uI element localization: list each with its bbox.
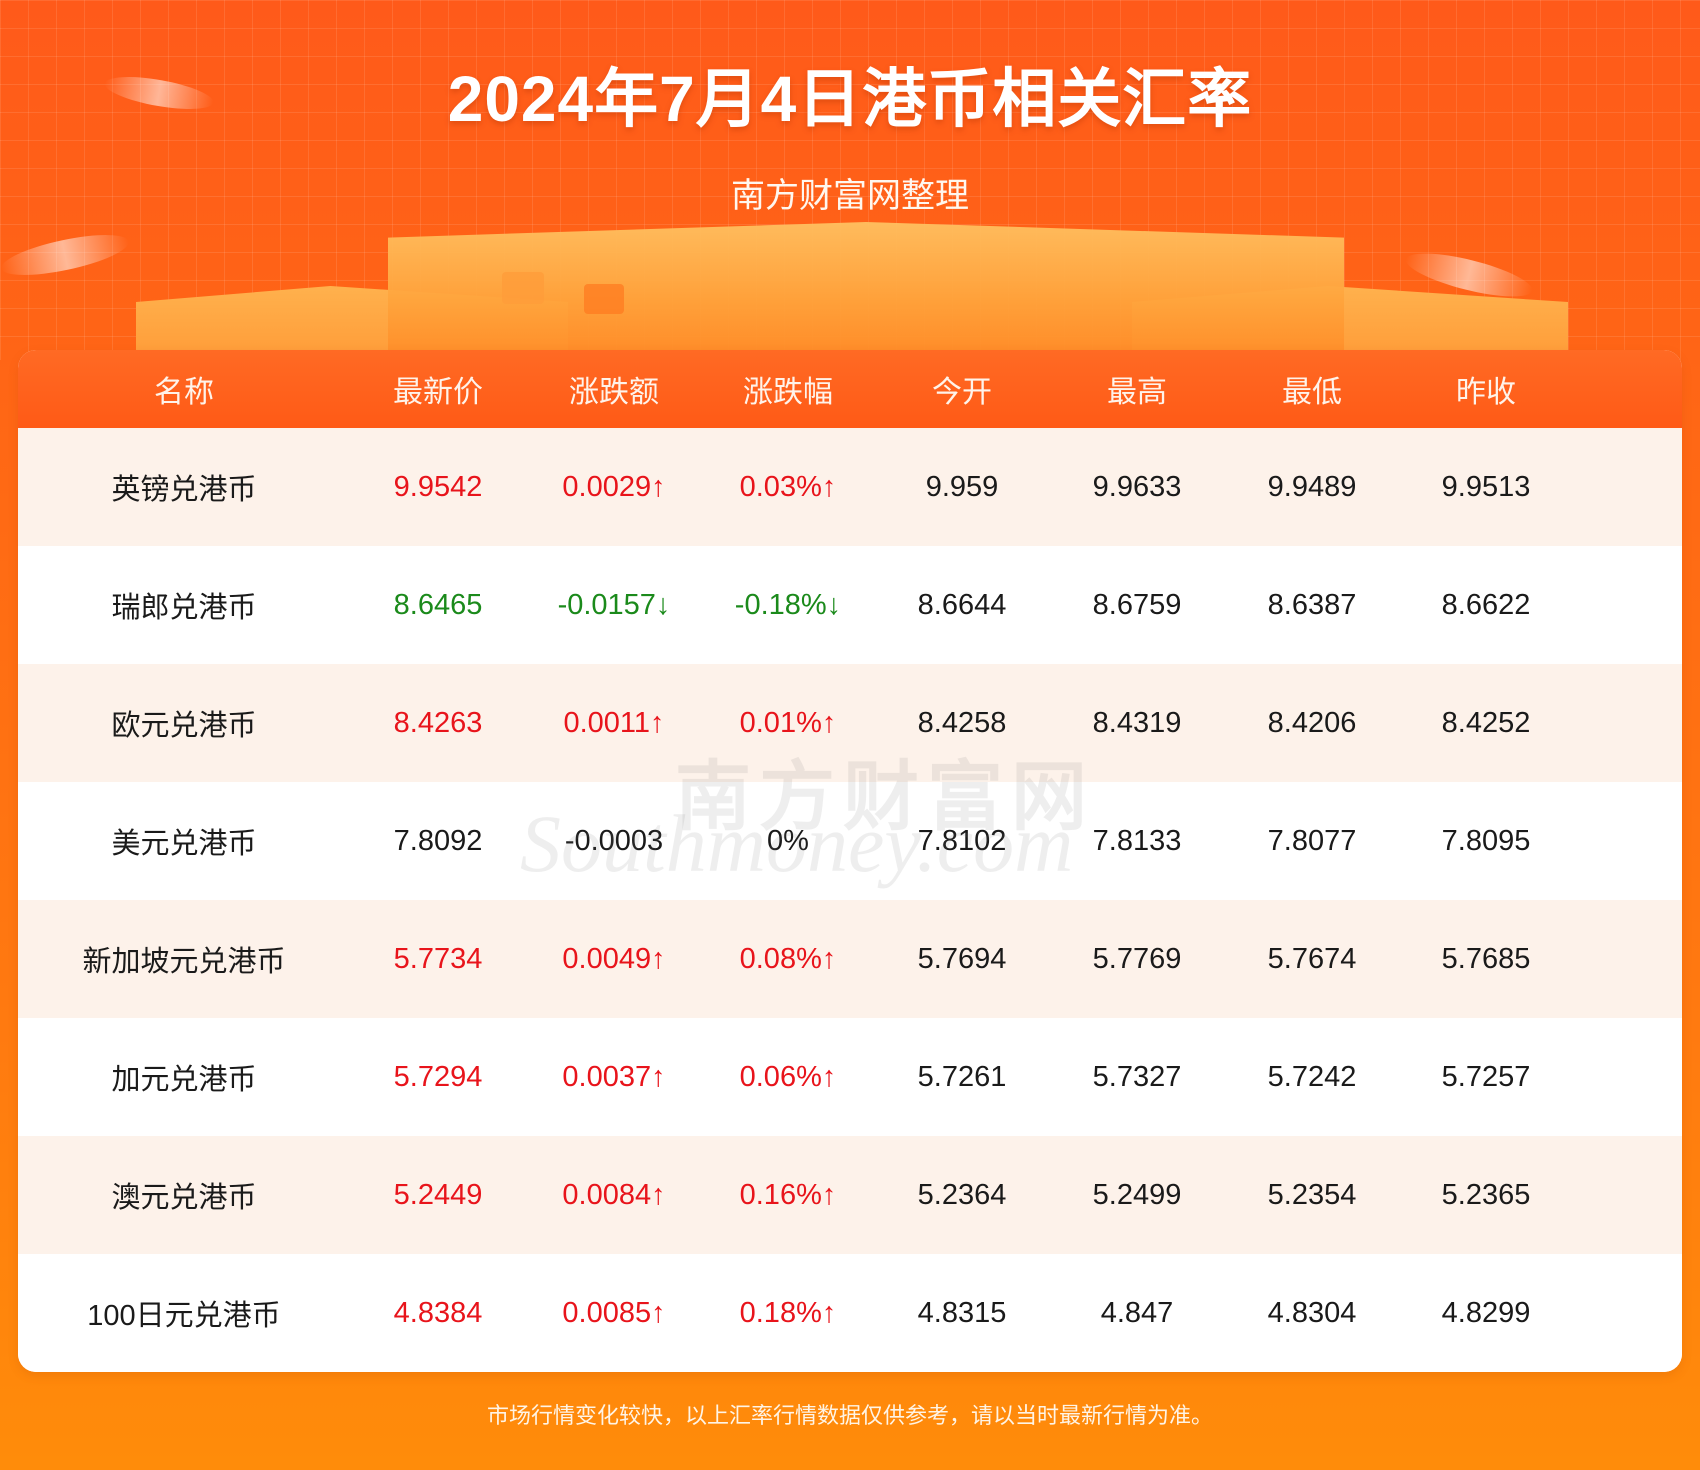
cell-name: 美元兑港币	[111, 828, 257, 860]
cell-latest: 9.9542	[393, 470, 483, 503]
decorative-cube	[502, 272, 544, 304]
table-row: 英镑兑港币 9.9542 0.0029↑ 0.03%↑ 9.959 9.9633 9.948…	[18, 428, 1682, 546]
cell-high: 5.7327	[1092, 1060, 1182, 1093]
cell-low: 8.6387	[1267, 588, 1357, 621]
cell-change: -0.0157↓	[557, 588, 671, 621]
cell-low: 9.9489	[1267, 470, 1357, 503]
cell-high: 7.8133	[1092, 824, 1182, 857]
cell-latest: 8.6465	[393, 588, 483, 621]
cell-change: 0.0084↑	[562, 1178, 666, 1211]
cell-low: 5.7674	[1267, 942, 1357, 975]
cell-open: 9.959	[925, 470, 999, 503]
table-body: 英镑兑港币 9.9542 0.0029↑ 0.03%↑ 9.959 9.9633 9.948…	[18, 428, 1682, 1372]
cell-high: 8.6759	[1092, 588, 1182, 621]
cell-open: 5.7694	[917, 942, 1007, 975]
cell-name: 100日元兑港币	[87, 1300, 281, 1332]
cell-prev-close: 4.8299	[1441, 1296, 1531, 1329]
cell-change-pct: 0.06%↑	[739, 1060, 837, 1093]
column-header-high: 最高	[1107, 376, 1167, 409]
cell-prev-close: 5.7257	[1441, 1060, 1531, 1093]
cell-open: 8.4258	[917, 706, 1007, 739]
table-row: 美元兑港币 7.8092 -0.0003 0% 7.8102 7.8133 7.8077 7.…	[18, 782, 1682, 900]
table-row: 100日元兑港币 4.8384 0.0085↑ 0.18%↑ 4.8315 4.847 4.…	[18, 1254, 1682, 1372]
cell-high: 8.4319	[1092, 706, 1182, 739]
cell-change: 0.0029↑	[562, 470, 666, 503]
cell-name: 英镑兑港币	[111, 474, 257, 506]
column-header-change-pct: 涨跌幅	[743, 376, 833, 409]
decorative-stage-center	[388, 222, 1344, 352]
cell-high: 4.847	[1100, 1296, 1174, 1329]
cell-high: 5.7769	[1092, 942, 1182, 975]
cell-change-pct: 0.18%↑	[739, 1296, 837, 1329]
cell-prev-close: 5.2365	[1441, 1178, 1531, 1211]
cell-name: 澳元兑港币	[111, 1182, 257, 1214]
table-row: 新加坡元兑港币 5.7734 0.0049↑ 0.08%↑ 5.7694 5.7769 5.…	[18, 900, 1682, 1018]
cell-high: 5.2499	[1092, 1178, 1182, 1211]
table-row: 瑞郎兑港币 8.6465 -0.0157↓ -0.18%↓ 8.6644 8.6759 8.…	[18, 546, 1682, 664]
cell-open: 8.6644	[917, 588, 1007, 621]
column-header-low: 最低	[1282, 376, 1342, 409]
column-header-prev-close: 昨收	[1456, 376, 1516, 409]
cell-prev-close: 8.6622	[1441, 588, 1531, 621]
column-header-latest: 最新价	[393, 376, 483, 409]
cell-latest: 5.2449	[393, 1178, 483, 1211]
cell-name: 瑞郎兑港币	[111, 592, 257, 624]
cell-name: 加元兑港币	[111, 1064, 257, 1096]
cell-low: 7.8077	[1267, 824, 1357, 857]
cell-change-pct: 0.03%↑	[739, 470, 837, 503]
cell-prev-close: 7.8095	[1441, 824, 1531, 857]
cell-latest: 7.8092	[393, 824, 483, 857]
footer-disclaimer: 市场行情变化较快，以上汇率行情数据仅供参考，请以当时最新行情为准。	[486, 1403, 1213, 1428]
table-row: 澳元兑港币 5.2449 0.0084↑ 0.16%↑ 5.2364 5.2499 5.23…	[18, 1136, 1682, 1254]
cell-change: 0.0085↑	[562, 1296, 666, 1329]
cell-latest: 8.4263	[393, 706, 483, 739]
cell-change: 0.0037↑	[562, 1060, 666, 1093]
page-subtitle: 南方财富网整理	[731, 177, 969, 215]
cell-low: 5.2354	[1267, 1178, 1357, 1211]
cell-name: 新加坡元兑港币	[82, 946, 286, 978]
cell-latest: 5.7734	[393, 942, 483, 975]
cell-open: 5.2364	[917, 1178, 1007, 1211]
table-header-row: 名称 最新价 涨跌额 涨跌幅 今开 最高 最低 昨收	[18, 350, 1682, 428]
cell-prev-close: 8.4252	[1441, 706, 1531, 739]
cell-open: 5.7261	[917, 1060, 1007, 1093]
cell-open: 7.8102	[917, 824, 1007, 857]
column-header-change: 涨跌额	[569, 376, 659, 409]
cell-change-pct: 0.01%↑	[739, 706, 837, 739]
cell-high: 9.9633	[1092, 470, 1182, 503]
cell-prev-close: 9.9513	[1441, 470, 1531, 503]
table-row: 欧元兑港币 8.4263 0.0011↑ 0.01%↑ 8.4258 8.4319 8.42…	[18, 664, 1682, 782]
cell-change: 0.0011↑	[563, 706, 665, 739]
column-header-name: 名称	[154, 376, 214, 409]
cell-low: 4.8304	[1267, 1296, 1357, 1329]
page-title: 2024年7月4日港币相关汇率	[447, 63, 1253, 135]
cell-name: 欧元兑港币	[111, 710, 257, 742]
cell-latest: 5.7294	[393, 1060, 483, 1093]
cell-latest: 4.8384	[393, 1296, 483, 1329]
cell-change: -0.0003	[564, 824, 664, 857]
cell-low: 8.4206	[1267, 706, 1357, 739]
cell-change-pct: 0.08%↑	[739, 942, 837, 975]
cell-prev-close: 5.7685	[1441, 942, 1531, 975]
cell-change-pct: 0%	[767, 824, 809, 857]
cell-change-pct: -0.18%↓	[734, 588, 842, 621]
cell-low: 5.7242	[1267, 1060, 1357, 1093]
cell-open: 4.8315	[917, 1296, 1007, 1329]
cell-change: 0.0049↑	[562, 942, 666, 975]
rates-table: 名称 最新价 涨跌额 涨跌幅 今开 最高 最低 昨收 英镑兑港币 9.9542 0.…	[18, 350, 1682, 1372]
decorative-cube	[584, 284, 624, 314]
cell-change-pct: 0.16%↑	[739, 1178, 837, 1211]
column-header-open: 今开	[932, 376, 992, 409]
table-row: 加元兑港币 5.7294 0.0037↑ 0.06%↑ 5.7261 5.7327 5.72…	[18, 1018, 1682, 1136]
